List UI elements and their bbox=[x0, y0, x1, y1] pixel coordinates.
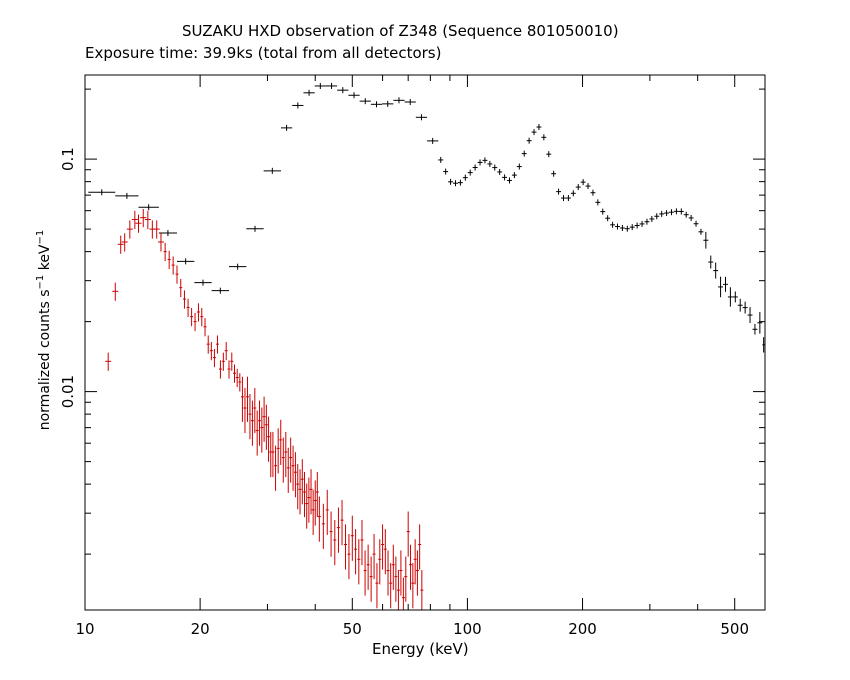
plot-frame bbox=[84, 74, 766, 611]
y-tick-label: 0.01 bbox=[59, 375, 77, 408]
y-axis-label-exp: −1 bbox=[35, 229, 47, 245]
y-axis-label-part: keV bbox=[36, 244, 53, 275]
red-spectrum-series bbox=[105, 208, 424, 610]
y-axis-label-exp: −1 bbox=[35, 274, 47, 290]
x-axis-ticks: 10 20 50 100 200 500 bbox=[75, 75, 766, 638]
x-axis-label: Energy (keV) bbox=[372, 640, 469, 658]
x-tick-label: 50 bbox=[343, 620, 362, 638]
black-spectrum-series bbox=[88, 82, 765, 353]
y-tick-label: 0.1 bbox=[59, 147, 77, 171]
x-tick-label: 10 bbox=[75, 620, 94, 638]
x-tick-label: 200 bbox=[568, 620, 597, 638]
y-axis-label-part: normalized counts s bbox=[36, 289, 53, 431]
y-axis-ticks: 0.01 0.1 bbox=[59, 88, 765, 555]
y-axis-label: normalized counts s−1 keV−1 bbox=[35, 230, 53, 431]
chart-subtitle: Exposure time: 39.9ks (total from all de… bbox=[85, 44, 442, 62]
x-tick-label: 500 bbox=[720, 620, 749, 638]
x-tick-label: 20 bbox=[191, 620, 210, 638]
x-tick-label: 100 bbox=[453, 620, 482, 638]
chart-title: SUZAKU HXD observation of Z348 (Sequence… bbox=[182, 22, 619, 40]
